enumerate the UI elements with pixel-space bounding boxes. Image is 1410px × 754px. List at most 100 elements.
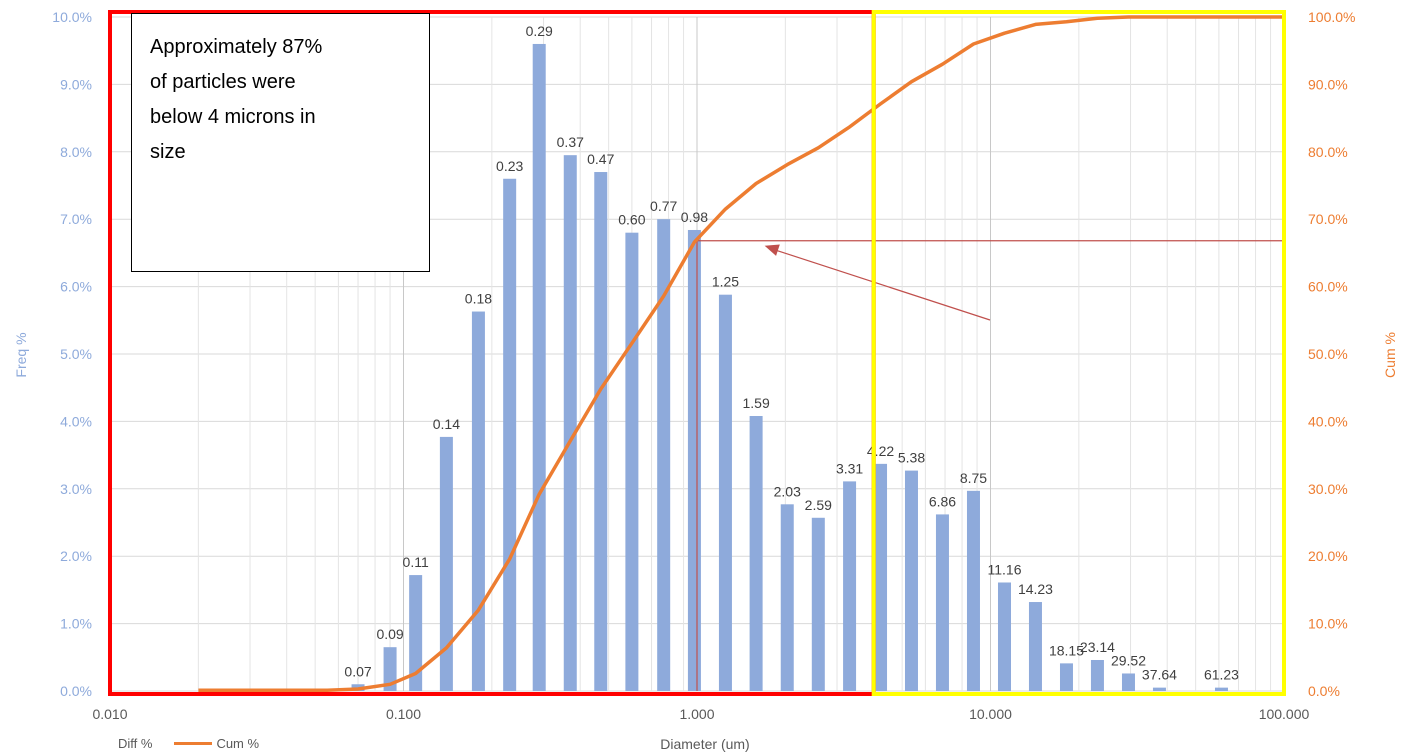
bar-data-label: 29.52 [1111, 652, 1146, 668]
bar-data-label: 0.77 [650, 198, 677, 214]
bar-data-label: 4.22 [867, 443, 894, 459]
bar-data-label: 3.31 [836, 460, 863, 476]
annotation-line-2: of particles were [150, 71, 296, 93]
legend-item-diff: Diff % [118, 736, 152, 751]
y-tick-left: 4.0% [60, 413, 92, 429]
bar-data-label: 37.64 [1142, 667, 1177, 683]
bar-data-label: 0.98 [681, 209, 708, 225]
bar [718, 294, 732, 691]
bar [409, 575, 423, 691]
y-tick-left: 8.0% [60, 144, 92, 160]
bar-data-label: 2.59 [805, 497, 832, 513]
legend: Diff % Cum % [118, 736, 281, 751]
y-tick-right: 40.0% [1308, 413, 1348, 429]
bar [532, 43, 546, 691]
bar [503, 178, 517, 691]
y-tick-right: 90.0% [1308, 76, 1348, 92]
x-axis-title: Diameter (um) [660, 736, 749, 752]
bar [780, 504, 794, 691]
bar [594, 172, 608, 691]
y-tick-right: 10.0% [1308, 616, 1348, 632]
annotation-line-3: below 4 microns in [150, 106, 316, 128]
bar [471, 311, 485, 691]
y-tick-left: 2.0% [60, 548, 92, 564]
bar-data-label: 0.09 [376, 626, 403, 642]
bar-data-label: 23.14 [1080, 639, 1115, 655]
bar [749, 416, 763, 691]
legend-diff-label: Diff % [118, 736, 153, 751]
bar-data-label: 0.29 [526, 23, 553, 39]
bar [383, 647, 397, 691]
y-tick-left: 7.0% [60, 211, 92, 227]
bar [1028, 602, 1042, 691]
bar-data-label: 8.75 [960, 470, 987, 486]
bar-data-label: 0.11 [403, 554, 429, 570]
x-tick: 0.100 [386, 706, 421, 722]
bar [904, 470, 918, 691]
bar [1121, 673, 1135, 691]
bar [843, 481, 857, 691]
bar [935, 514, 949, 691]
bar-data-label: 14.23 [1018, 581, 1053, 597]
y-tick-right: 20.0% [1308, 548, 1348, 564]
bar-data-label: 6.86 [929, 493, 956, 509]
annotation-box: Approximately 87% of particles were belo… [131, 13, 430, 272]
bar-data-label: 0.47 [587, 151, 614, 167]
bar-data-label: 2.03 [774, 483, 801, 499]
y-axis-right-title: Cum % [1382, 332, 1398, 378]
bar-data-label: 0.14 [433, 416, 460, 432]
legend-cum-label: Cum % [216, 736, 260, 751]
bar [687, 229, 701, 691]
highlight-boxes [108, 10, 1286, 696]
y-tick-right: 30.0% [1308, 481, 1348, 497]
annotation-line-1: Approximately 87% [150, 36, 323, 58]
bar-data-label: 11.16 [987, 561, 1021, 577]
bar [1059, 663, 1073, 691]
bar-data-label: 0.60 [618, 212, 645, 228]
legend-cum-swatch [174, 742, 213, 745]
cum-line [198, 15, 1284, 693]
y-axis-left-title: Freq % [13, 332, 29, 377]
bar-data-label: 0.23 [496, 158, 523, 174]
y-tick-left: 0.0% [60, 683, 92, 699]
annotation-line-4: size [150, 141, 186, 163]
y-tick-left: 10.0% [52, 9, 92, 25]
bar [874, 463, 888, 691]
bar-data-label: 5.38 [898, 450, 925, 466]
bar-data-label: 0.37 [557, 134, 584, 150]
bar-data-label: 0.07 [344, 663, 371, 679]
y-tick-right: 70.0% [1308, 211, 1348, 227]
bar-data-label: 1.25 [712, 274, 739, 290]
y-axis-left-ticks: 0.0% 1.0% 2.0% 3.0% 4.0% 5.0% 6.0% 7.0% 8.0% 9.0%… [52, 9, 92, 699]
bar [1214, 687, 1228, 691]
y-tick-left: 6.0% [60, 279, 92, 295]
bar-data-label: 1.59 [742, 395, 769, 411]
y-tick-left: 3.0% [60, 481, 92, 497]
bar [625, 232, 639, 691]
bar [657, 219, 671, 691]
arrow-head [764, 244, 780, 256]
y-tick-right: 60.0% [1308, 279, 1348, 295]
y-tick-left: 5.0% [60, 346, 92, 362]
bar [1090, 659, 1104, 691]
x-tick: 0.010 [92, 706, 127, 722]
y-tick-right: 80.0% [1308, 144, 1348, 160]
diff-bars [351, 43, 1228, 692]
bar [997, 582, 1011, 691]
bar [1152, 687, 1166, 691]
bar [966, 490, 980, 691]
bar-data-label: 18.15 [1049, 642, 1084, 658]
x-tick: 10.000 [969, 706, 1012, 722]
y-tick-left: 1.0% [60, 616, 92, 632]
arrow-shaft [774, 249, 991, 321]
x-axis-ticks: 0.010 0.100 1.000 10.000 100.000 [92, 706, 1309, 722]
y-tick-left: 9.0% [60, 76, 92, 92]
legend-item-cum: Cum % [174, 736, 259, 751]
bar [563, 155, 577, 692]
x-tick: 1.000 [679, 706, 714, 722]
bar-data-label: 0.18 [465, 291, 492, 307]
y-tick-right: 0.0% [1308, 683, 1340, 699]
y-axis-right-ticks: 0.0% 10.0% 20.0% 30.0% 40.0% 50.0% 60.0% 70.0% 8… [1308, 9, 1355, 699]
bar [811, 517, 825, 691]
